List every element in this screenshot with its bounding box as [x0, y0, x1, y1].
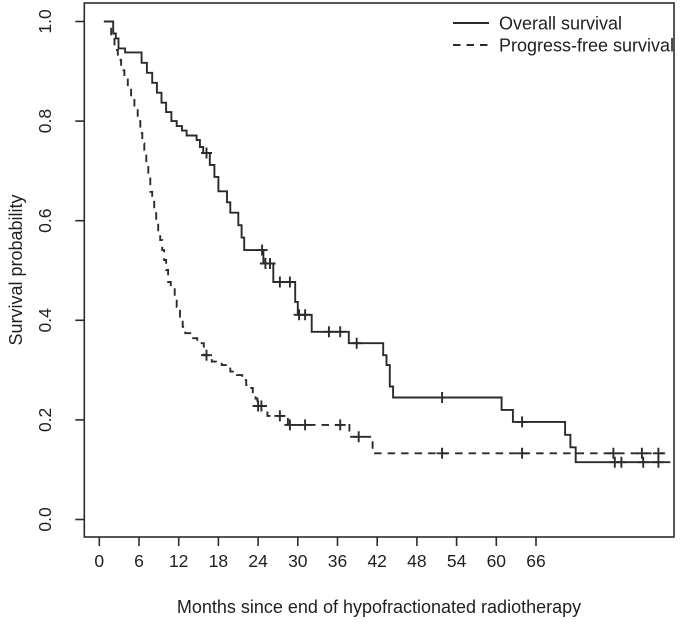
x-tick-label: 0 [94, 551, 104, 571]
censor-mark [353, 431, 365, 443]
censor-mark [284, 419, 296, 431]
censor-mark [264, 258, 276, 269]
censor-mark [607, 447, 619, 459]
censor-mark [255, 400, 267, 412]
censor-mark [274, 276, 286, 288]
survival-curves [103, 20, 671, 468]
censor-mark [201, 147, 212, 159]
plot-box [83, 2, 675, 538]
x-tick-label: 54 [447, 551, 467, 571]
censor-mark [636, 447, 648, 459]
y-tick-label: 0.4 [35, 308, 55, 333]
censor-mark [334, 419, 346, 431]
censor-mark [201, 349, 212, 361]
censor-mark [436, 392, 448, 403]
x-tick-label: 30 [288, 551, 308, 571]
y-tick-label: 0.0 [35, 507, 55, 532]
censor-mark [351, 337, 363, 349]
censor-mark [516, 416, 528, 428]
censor-mark [436, 447, 448, 459]
legend-label-progress-free: Progress-free survival [499, 36, 674, 56]
x-axis-title: Months since end of hypofractionated rad… [177, 597, 581, 617]
x-tick-label: 60 [487, 551, 507, 571]
y-axis-title: Survival probability [6, 194, 26, 345]
censor-mark [284, 276, 296, 288]
x-tick-label: 42 [367, 551, 386, 571]
x-tick-label: 18 [209, 551, 228, 571]
censor-mark [323, 326, 335, 338]
x-tick-label: 48 [407, 551, 426, 571]
x-tick-label: 6 [134, 551, 144, 571]
y-tick-label: 1.0 [35, 9, 55, 34]
censor-mark [256, 244, 268, 256]
x-tick-label: 24 [248, 551, 268, 571]
x-tick-label: 66 [526, 551, 545, 571]
censor-mark [637, 456, 649, 468]
legend-label-overall: Overall survival [499, 14, 622, 34]
censor-mark [334, 326, 346, 338]
censor-mark [299, 309, 311, 321]
y-tick-label: 0.8 [35, 109, 55, 133]
legend: Overall survival Progress-free survival [453, 14, 674, 56]
survival-curve-progress-free [103, 20, 669, 455]
survival-curve-overall [103, 20, 671, 464]
y-tick-label: 0.2 [35, 408, 55, 432]
censor-mark [274, 410, 286, 422]
x-tick-label: 36 [328, 551, 347, 571]
x-tick-label: 12 [169, 551, 188, 571]
censor-mark [652, 447, 664, 459]
censor-mark [299, 419, 311, 431]
censor-mark [615, 456, 627, 468]
axis-ticks: 0 6 12 18 24 30 36 42 48 54 60 66 0.0 0.2 0.4 0.6 0.8 1.0 [35, 9, 546, 571]
y-tick-label: 0.6 [35, 209, 55, 233]
censor-mark [516, 447, 528, 459]
